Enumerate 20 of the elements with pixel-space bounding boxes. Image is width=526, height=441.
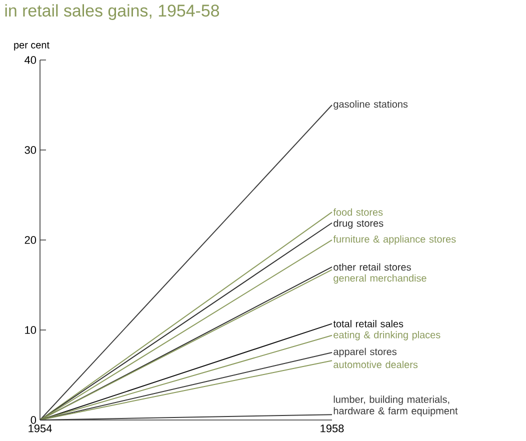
series-label: apparel stores [334, 348, 397, 358]
x-tick-label: 1954 [28, 424, 52, 432]
series-label: drug stores [334, 219, 384, 229]
series-label: gasoline stations [334, 100, 408, 110]
y-axis-title: per cent [14, 42, 50, 50]
series-label: food stores [333, 208, 383, 216]
y-tick-label: 30 [24, 146, 36, 154]
series-label: eating & drinking places [334, 331, 440, 340]
chart-title: in retail sales gains, 1954-58 [5, 4, 220, 20]
y-tick-label: 0 [30, 416, 36, 424]
y-tick-label: 40 [24, 56, 36, 64]
series-label: total retail sales [333, 320, 404, 328]
series-label: general merchandise [334, 274, 426, 284]
series-label: automotive dealers [334, 360, 418, 368]
series-label: furniture & appliance stores [333, 235, 456, 245]
y-tick-label: 10 [25, 326, 36, 334]
x-tick-label: 1958 [320, 424, 344, 432]
series-label: lumber, building materials, hardware & farm equipment [334, 396, 458, 416]
y-tick-label: 20 [24, 236, 36, 244]
series-label: other retail stores [334, 263, 411, 271]
